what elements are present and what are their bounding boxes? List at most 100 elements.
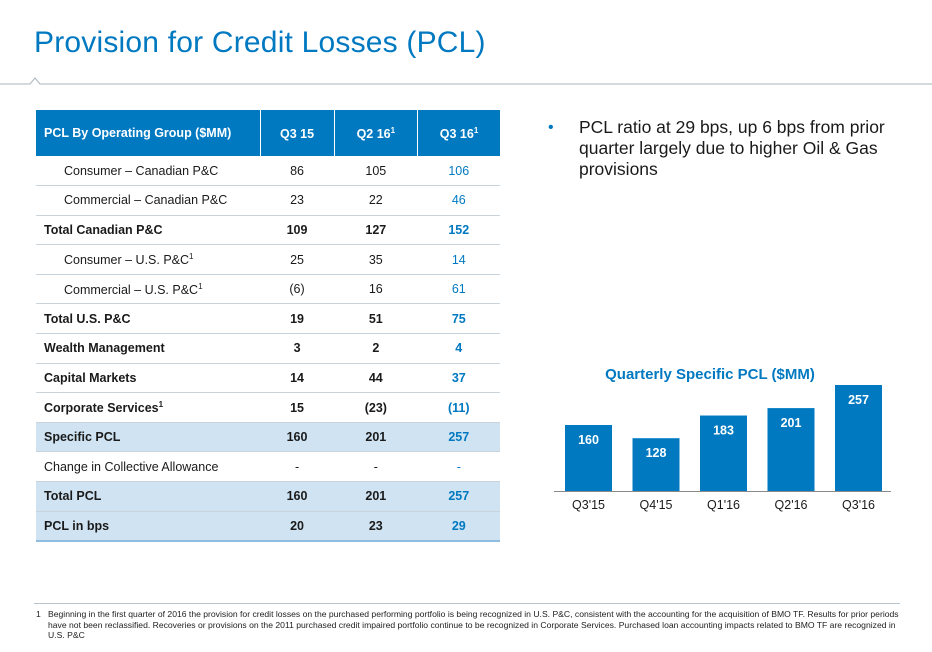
row-label: Commercial – Canadian P&C bbox=[36, 185, 260, 216]
table-row: PCL in bps 20 23 29 bbox=[36, 511, 500, 542]
cell-q2-16: - bbox=[334, 451, 418, 483]
table-row: Change in Collective Allowance - - - bbox=[36, 451, 500, 483]
column-header-q3-16: Q3 161 bbox=[417, 110, 500, 156]
pcl-table: PCL By Operating Group ($MM) Q3 15 Q2 16… bbox=[36, 110, 500, 542]
row-label-text: Commercial – U.S. P&C bbox=[64, 282, 199, 297]
table-header-label: PCL By Operating Group ($MM) bbox=[36, 110, 261, 156]
table-row: Total PCL 160 201 257 bbox=[36, 481, 500, 512]
column-header-sup: 1 bbox=[473, 125, 479, 135]
footnote-text: Beginning in the first quarter of 2016 t… bbox=[48, 609, 899, 640]
row-label-text: Total PCL bbox=[44, 489, 102, 504]
row-label: Corporate Services1 bbox=[36, 392, 260, 423]
category-tick-label: Q4'15 bbox=[640, 498, 673, 512]
cell-q3-16: 14 bbox=[417, 244, 500, 275]
cell-q3-15: 23 bbox=[260, 185, 335, 216]
column-header-text: Q3 15 bbox=[280, 126, 315, 141]
row-label-sup: 1 bbox=[189, 252, 194, 262]
row-label-text: Total U.S. P&C bbox=[44, 311, 131, 326]
row-label: Commercial – U.S. P&C1 bbox=[36, 274, 260, 305]
cell-q2-16: 35 bbox=[334, 244, 418, 275]
row-label: Total U.S. P&C bbox=[36, 303, 260, 335]
table-row: Total U.S. P&C 19 51 75 bbox=[36, 303, 500, 335]
cell-q3-15: 20 bbox=[260, 511, 335, 542]
table-row: Total Canadian P&C 109 127 152 bbox=[36, 215, 500, 246]
column-header-q2-16: Q2 161 bbox=[334, 110, 419, 156]
bar-q3-16 bbox=[835, 385, 882, 491]
cell-q3-15: 25 bbox=[260, 244, 335, 275]
category-tick-label: Q1'16 bbox=[707, 498, 740, 512]
cell-q3-15: 15 bbox=[260, 392, 335, 423]
cell-q2-16: 201 bbox=[334, 481, 418, 512]
table-row: Consumer – U.S. P&C1 25 35 14 bbox=[36, 244, 500, 275]
cell-q2-16: 51 bbox=[334, 303, 418, 335]
bar-value-label: 160 bbox=[578, 433, 599, 447]
footnote: 1 Beginning in the first quarter of 2016… bbox=[36, 609, 902, 641]
row-label-text: Specific PCL bbox=[44, 430, 121, 445]
table-row: Consumer – Canadian P&C 86 105 106 bbox=[36, 156, 500, 187]
row-label: PCL in bps bbox=[36, 511, 260, 542]
cell-q2-16: 2 bbox=[334, 333, 418, 364]
chart-title: Quarterly Specific PCL ($MM) bbox=[605, 366, 815, 383]
table-row: Specific PCL 160 201 257 bbox=[36, 422, 500, 453]
bar-value-label: 183 bbox=[713, 424, 734, 438]
row-label-text: Change in Collective Allowance bbox=[44, 459, 219, 474]
key-point-bullet: • PCL ratio at 29 bps, up 6 bps from pri… bbox=[548, 117, 908, 180]
footnote-number: 1 bbox=[36, 609, 41, 619]
cell-q2-16: 44 bbox=[334, 363, 418, 394]
cell-q2-16: 105 bbox=[334, 156, 418, 187]
title-divider bbox=[0, 77, 932, 85]
cell-q3-16: (11) bbox=[417, 392, 500, 423]
row-label-sup: 1 bbox=[198, 281, 203, 291]
footnote-divider bbox=[34, 603, 900, 604]
bar-q3-15 bbox=[565, 425, 612, 491]
column-header-sup: 1 bbox=[390, 125, 396, 135]
category-tick-label: Q3'15 bbox=[572, 498, 605, 512]
row-label: Consumer – U.S. P&C1 bbox=[36, 244, 260, 275]
row-label: Total Canadian P&C bbox=[36, 215, 260, 246]
cell-q2-16: (23) bbox=[334, 392, 418, 423]
cell-q3-16: 37 bbox=[417, 363, 500, 394]
bar-q4-15 bbox=[632, 438, 680, 491]
table-row: Wealth Management 3 2 4 bbox=[36, 333, 500, 364]
cell-q3-15: 3 bbox=[260, 333, 335, 364]
cell-q2-16: 127 bbox=[334, 215, 418, 246]
cell-q3-16: - bbox=[417, 451, 500, 483]
row-label-text: Total Canadian P&C bbox=[44, 222, 163, 237]
bar-q2-16 bbox=[767, 408, 815, 491]
row-label-text: Wealth Management bbox=[44, 341, 165, 356]
row-label-text: Consumer – Canadian P&C bbox=[64, 163, 219, 178]
cell-q3-16: 46 bbox=[417, 185, 500, 216]
quarterly-pcl-chart: 160 Q3'15 128 Q4'15 183 Q1'16 201 Q2'16 257 Q3'16 bbox=[554, 385, 891, 512]
page-title: Provision for Credit Losses (PCL) bbox=[34, 26, 486, 59]
bar-value-label: 201 bbox=[781, 416, 802, 430]
column-header-text: Q2 16 bbox=[356, 126, 391, 141]
row-label: Total PCL bbox=[36, 481, 260, 512]
cell-q3-15: 14 bbox=[260, 363, 335, 394]
cell-q3-15: (6) bbox=[260, 274, 335, 305]
cell-q3-16: 257 bbox=[417, 422, 500, 453]
category-tick-label: Q3'16 bbox=[842, 498, 875, 512]
cell-q3-16: 29 bbox=[417, 511, 500, 542]
row-label: Capital Markets bbox=[36, 363, 260, 394]
bar-value-label: 257 bbox=[848, 393, 869, 407]
cell-q2-16: 16 bbox=[334, 274, 418, 305]
cell-q2-16: 22 bbox=[334, 185, 418, 216]
cell-q3-15: 160 bbox=[260, 481, 335, 512]
column-header-q3-15: Q3 15 bbox=[260, 110, 335, 156]
row-label-text: Commercial – Canadian P&C bbox=[64, 193, 228, 208]
bullet-text: PCL ratio at 29 bps, up 6 bps from prior… bbox=[579, 117, 885, 179]
table-row: Capital Markets 14 44 37 bbox=[36, 363, 500, 394]
cell-q3-16: 106 bbox=[417, 156, 500, 187]
cell-q3-15: 86 bbox=[260, 156, 335, 187]
cell-q3-15: 109 bbox=[260, 215, 335, 246]
row-label-text: Consumer – U.S. P&C bbox=[64, 253, 190, 268]
row-label-sup: 1 bbox=[158, 400, 164, 410]
cell-q2-16: 23 bbox=[334, 511, 418, 542]
bar-value-label: 128 bbox=[646, 446, 667, 460]
cell-q2-16: 201 bbox=[334, 422, 418, 453]
cell-q3-15: 19 bbox=[260, 303, 335, 335]
cell-q3-16: 61 bbox=[417, 274, 500, 305]
table-row: Corporate Services1 15 (23) (11) bbox=[36, 392, 500, 423]
row-label-text: Corporate Services bbox=[44, 401, 159, 416]
row-label: Change in Collective Allowance bbox=[36, 451, 260, 483]
